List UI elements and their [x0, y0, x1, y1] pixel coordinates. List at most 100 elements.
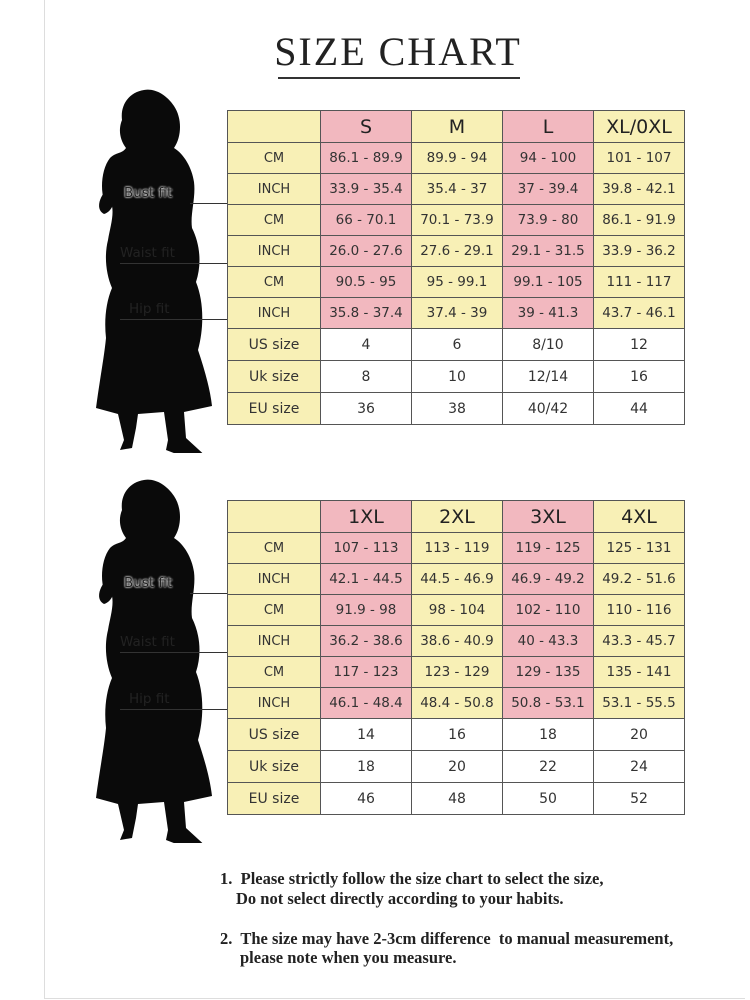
- measurement-cell: 125 - 131: [593, 532, 685, 564]
- measurement-cell: 24: [593, 750, 685, 783]
- row-label: INCH: [227, 687, 321, 719]
- page-title: SIZE CHART: [274, 29, 522, 74]
- measurement-cell: 98 - 104: [411, 594, 503, 626]
- measurement-cell: 135 - 141: [593, 656, 685, 688]
- size-header-row: 1XL 2XL 3XL 4XL: [227, 500, 685, 533]
- size-header-row: S M L XL/0XL: [227, 110, 685, 143]
- table-row: CM 107 - 113 113 - 119 119 - 125 125 - 131: [227, 532, 685, 564]
- measurement-cell: 70.1 - 73.9: [411, 204, 503, 236]
- measurement-cell: 37 - 39.4: [502, 173, 594, 205]
- measurement-cell: 16: [593, 360, 685, 393]
- measurement-cell: 110 - 116: [593, 594, 685, 626]
- table-row: INCH 46.1 - 48.4 48.4 - 50.8 50.8 - 53.1 53.…: [227, 687, 685, 719]
- table-row: CM 90.5 - 95 95 - 99.1 99.1 - 105 111 - 117: [227, 266, 685, 298]
- measurement-cell: 35.4 - 37: [411, 173, 503, 205]
- measurement-cell: 52: [593, 782, 685, 815]
- measurement-cell: 36: [320, 392, 412, 425]
- measurement-cell: 35.8 - 37.4: [320, 297, 412, 329]
- measurement-cell: 36.2 - 38.6: [320, 625, 412, 657]
- woman-silhouette-icon: [92, 478, 218, 850]
- measurement-cell: 26.0 - 27.6: [320, 235, 412, 267]
- bust-fit-label: Bust fit: [124, 185, 173, 201]
- hip-fit-label: Hip fit: [129, 301, 170, 317]
- fit-pointer-line: [120, 709, 227, 710]
- measurement-cell: 40/42: [502, 392, 594, 425]
- row-label: INCH: [227, 625, 321, 657]
- row-label: EU size: [227, 392, 321, 425]
- measurement-cell: 95 - 99.1: [411, 266, 503, 298]
- measurement-cell: 117 - 123: [320, 656, 412, 688]
- measurement-cell: 89.9 - 94: [411, 142, 503, 174]
- measurement-cell: 50.8 - 53.1: [502, 687, 594, 719]
- table-row: INCH 35.8 - 37.4 37.4 - 39 39 - 41.3 43.7 - …: [227, 297, 685, 329]
- measurement-cell: 66 - 70.1: [320, 204, 412, 236]
- measurement-cell: 39.8 - 42.1: [593, 173, 685, 205]
- header-corner-cell: [227, 110, 321, 143]
- measurement-cell: 119 - 125: [502, 532, 594, 564]
- measurement-cell: 73.9 - 80: [502, 204, 594, 236]
- table-row: Uk size 18 20 22 24: [227, 750, 685, 783]
- fit-pointer-line: [190, 203, 227, 204]
- measurement-cell: 91.9 - 98: [320, 594, 412, 626]
- row-label: US size: [227, 328, 321, 361]
- row-label: Uk size: [227, 360, 321, 393]
- measurement-cell: 86.1 - 89.9: [320, 142, 412, 174]
- hip-fit-label: Hip fit: [129, 691, 170, 707]
- measurement-cell: 27.6 - 29.1: [411, 235, 503, 267]
- note-2-line-1: 2. The size may have 2-3cm difference to…: [220, 929, 674, 948]
- woman-silhouette-icon: [92, 88, 218, 460]
- measurement-cell: 123 - 129: [411, 656, 503, 688]
- table-row: CM 86.1 - 89.9 89.9 - 94 94 - 100 101 - 107: [227, 142, 685, 174]
- size-table-2: 1XL 2XL 3XL 4XL CM 107 - 113 113 - 119 119 - 12…: [227, 500, 685, 815]
- measurement-cell: 42.1 - 44.5: [320, 563, 412, 595]
- table-row: CM 91.9 - 98 98 - 104 102 - 110 110 - 116: [227, 594, 685, 626]
- waist-fit-label: Waist fit: [120, 245, 175, 261]
- table-row: CM 117 - 123 123 - 129 129 - 135 135 - 141: [227, 656, 685, 688]
- size-header-cell: M: [411, 110, 503, 143]
- measurement-cell: 8/10: [502, 328, 594, 361]
- measurement-cell: 44.5 - 46.9: [411, 563, 503, 595]
- measurement-cell: 48.4 - 50.8: [411, 687, 503, 719]
- row-label: CM: [227, 656, 321, 688]
- measurement-cell: 20: [593, 718, 685, 751]
- size-header-cell: 3XL: [502, 500, 594, 533]
- row-label: CM: [227, 142, 321, 174]
- row-label: INCH: [227, 563, 321, 595]
- measurement-cell: 101 - 107: [593, 142, 685, 174]
- measurement-cell: 99.1 - 105: [502, 266, 594, 298]
- measurement-cell: 22: [502, 750, 594, 783]
- measurement-cell: 111 - 117: [593, 266, 685, 298]
- measurement-cell: 102 - 110: [502, 594, 594, 626]
- table-row: INCH 26.0 - 27.6 27.6 - 29.1 29.1 - 31.5 33.…: [227, 235, 685, 267]
- measurement-cell: 29.1 - 31.5: [502, 235, 594, 267]
- measurement-cell: 38.6 - 40.9: [411, 625, 503, 657]
- measurement-cell: 8: [320, 360, 412, 393]
- row-label: EU size: [227, 782, 321, 815]
- table-row: INCH 42.1 - 44.5 44.5 - 46.9 46.9 - 49.2 49.…: [227, 563, 685, 595]
- measurement-cell: 40 - 43.3: [502, 625, 594, 657]
- measurement-cell: 46.1 - 48.4: [320, 687, 412, 719]
- row-label: CM: [227, 266, 321, 298]
- measurement-cell: 37.4 - 39: [411, 297, 503, 329]
- measurement-cell: 38: [411, 392, 503, 425]
- row-label: INCH: [227, 235, 321, 267]
- row-label: INCH: [227, 173, 321, 205]
- measurement-cell: 86.1 - 91.9: [593, 204, 685, 236]
- note-2-line-2: please note when you measure.: [240, 948, 457, 967]
- page-frame: [44, 0, 745, 999]
- measurement-cell: 50: [502, 782, 594, 815]
- row-label: US size: [227, 718, 321, 751]
- measurement-cell: 10: [411, 360, 503, 393]
- title-underline: [278, 77, 520, 79]
- measurement-cell: 4: [320, 328, 412, 361]
- measurement-cell: 6: [411, 328, 503, 361]
- table-row: US size 14 16 18 20: [227, 718, 685, 751]
- measurement-cell: 33.9 - 36.2: [593, 235, 685, 267]
- measurement-cell: 12/14: [502, 360, 594, 393]
- table-row: INCH 33.9 - 35.4 35.4 - 37 37 - 39.4 39.8 - …: [227, 173, 685, 205]
- table-row: US size 4 6 8/10 12: [227, 328, 685, 361]
- table-row: INCH 36.2 - 38.6 38.6 - 40.9 40 - 43.3 43.3 …: [227, 625, 685, 657]
- measurement-cell: 39 - 41.3: [502, 297, 594, 329]
- table-row: EU size 36 38 40/42 44: [227, 392, 685, 425]
